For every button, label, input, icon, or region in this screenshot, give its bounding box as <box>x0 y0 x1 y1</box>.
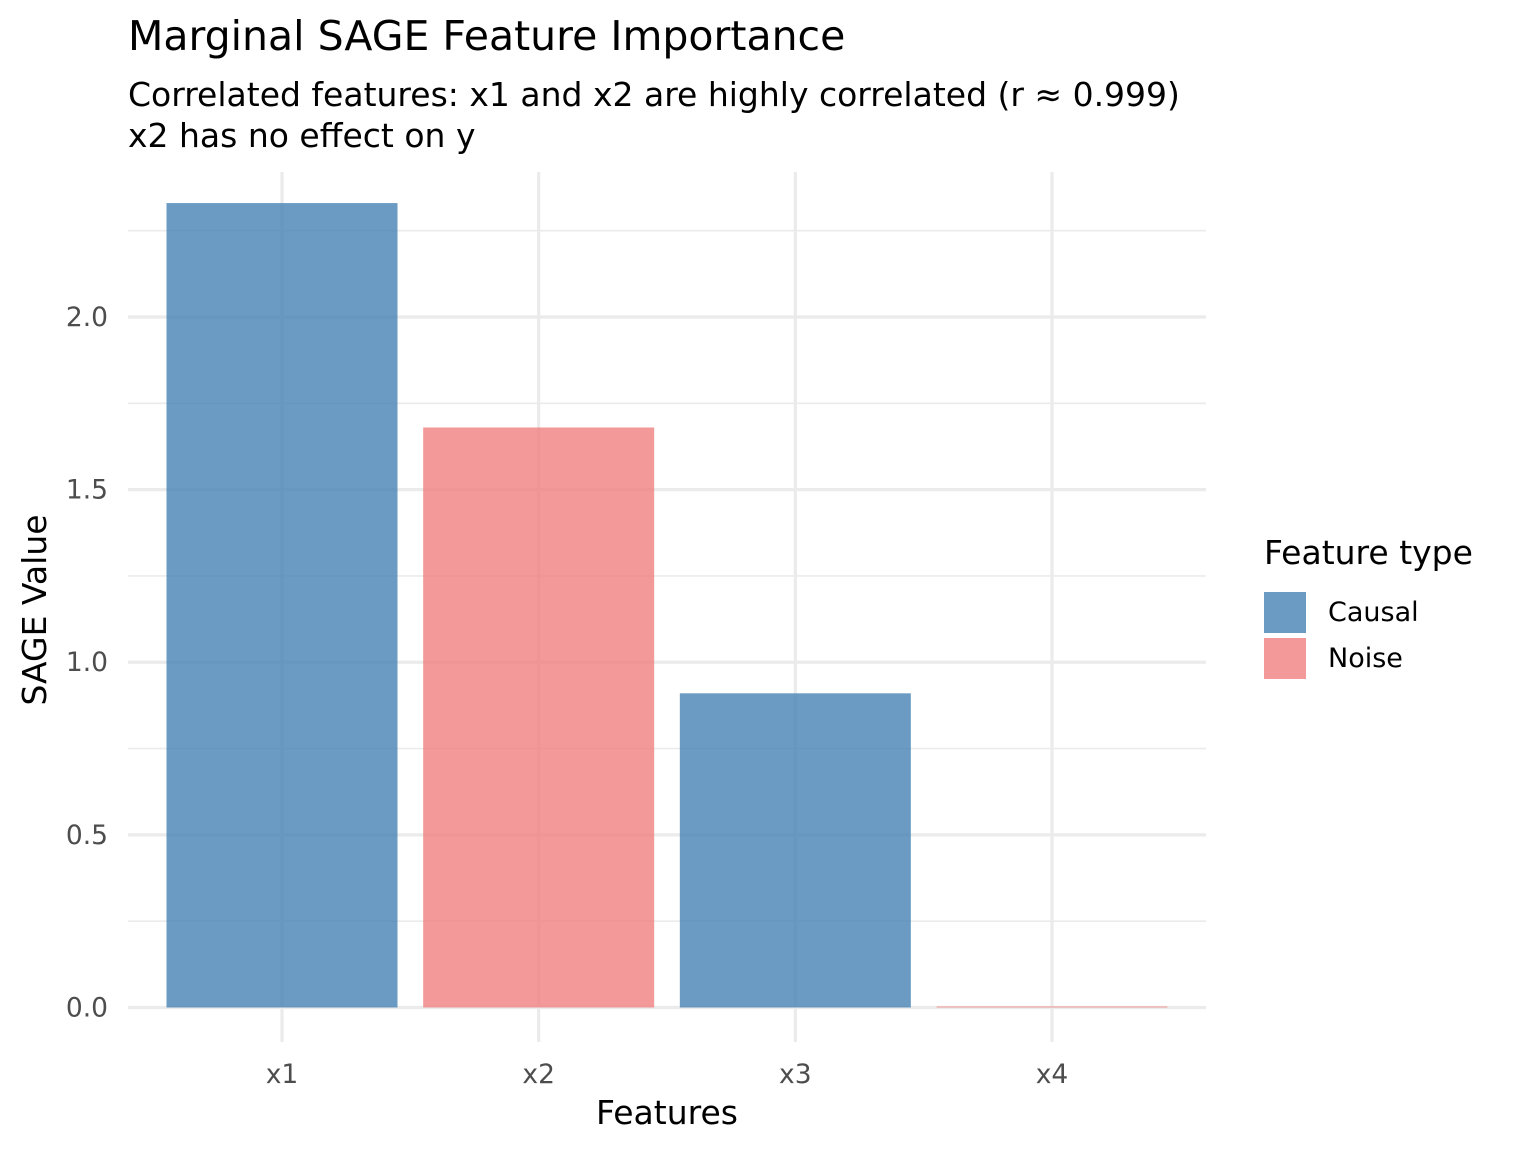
bar-x3 <box>679 693 911 1008</box>
y-tick-label: 2.0 <box>66 302 108 333</box>
x-tick-label: x4 <box>1036 1059 1069 1090</box>
legend-item-noise: Noise <box>1264 638 1403 679</box>
y-tick-label: 1.0 <box>66 647 108 678</box>
y-tick-labels: 0.0 0.5 1.0 1.5 2.0 <box>66 302 108 1023</box>
legend-key-noise <box>1264 638 1306 679</box>
y-tick-label: 0.5 <box>66 820 108 851</box>
x-tick-label: x1 <box>266 1059 299 1090</box>
bar-x4 <box>936 1006 1168 1008</box>
chart-subtitle: Correlated features: x1 and x2 are highl… <box>128 74 1180 156</box>
x-tick-labels: x1 x2 x3 x4 <box>266 1059 1069 1090</box>
bars <box>166 203 1168 1008</box>
legend-label-noise: Noise <box>1328 643 1403 674</box>
x-axis-label: Features <box>596 1093 738 1132</box>
legend-label-causal: Causal <box>1328 597 1419 628</box>
chart-title: Marginal SAGE Feature Importance <box>128 12 846 60</box>
legend-title: Feature type <box>1264 533 1473 572</box>
legend-key-causal <box>1264 592 1306 633</box>
bar-x1 <box>166 203 398 1008</box>
bar-x2 <box>423 427 655 1008</box>
y-axis-label: SAGE Value <box>15 514 54 705</box>
subtitle-line-1: Correlated features: x1 and x2 are highl… <box>128 75 1180 114</box>
x-tick-label: x2 <box>522 1059 555 1090</box>
legend-item-causal: Causal <box>1264 592 1419 633</box>
y-tick-label: 1.5 <box>66 475 108 506</box>
y-tick-label: 0.0 <box>66 992 108 1023</box>
subtitle-line-2: x2 has no effect on y <box>128 116 476 155</box>
x-tick-label: x3 <box>779 1059 812 1090</box>
